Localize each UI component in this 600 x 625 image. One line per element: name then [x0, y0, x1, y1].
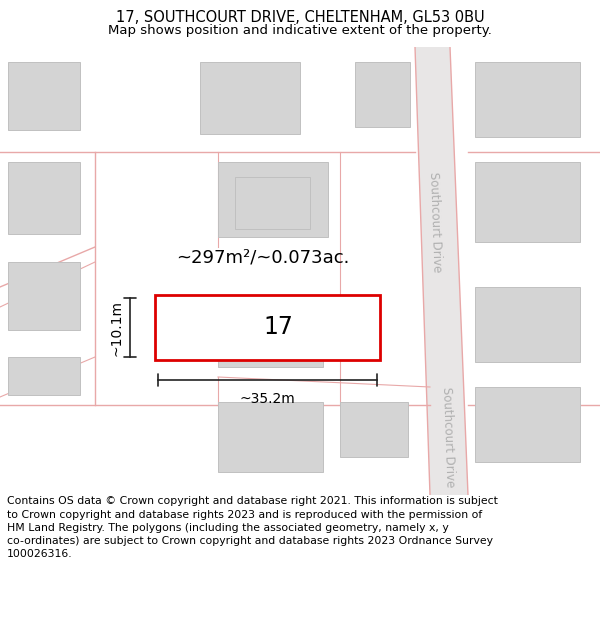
Bar	[355, 62, 410, 127]
Bar	[235, 177, 310, 229]
Text: ~35.2m: ~35.2m	[239, 392, 295, 406]
Bar	[200, 62, 300, 134]
Polygon shape	[415, 47, 468, 495]
Bar	[475, 62, 580, 137]
Text: ~10.1m: ~10.1m	[109, 299, 123, 356]
Text: Southcourt Drive: Southcourt Drive	[427, 171, 443, 272]
Bar	[8, 62, 80, 130]
Text: 17: 17	[264, 316, 293, 339]
Bar	[8, 162, 80, 234]
Bar	[340, 402, 408, 457]
Bar	[155, 295, 380, 360]
Text: Map shows position and indicative extent of the property.: Map shows position and indicative extent…	[108, 24, 492, 37]
Text: 17, SOUTHCOURT DRIVE, CHELTENHAM, GL53 0BU: 17, SOUTHCOURT DRIVE, CHELTENHAM, GL53 0…	[116, 11, 484, 26]
Text: Southcourt Drive: Southcourt Drive	[440, 386, 456, 488]
Bar	[475, 387, 580, 462]
Text: Contains OS data © Crown copyright and database right 2021. This information is : Contains OS data © Crown copyright and d…	[7, 496, 498, 559]
Text: ~297m²/~0.073ac.: ~297m²/~0.073ac.	[176, 248, 350, 266]
Bar	[8, 357, 80, 395]
Bar	[218, 302, 323, 367]
Bar	[475, 162, 580, 242]
Bar	[218, 402, 323, 472]
Bar	[475, 287, 580, 362]
Bar	[8, 262, 80, 330]
Bar	[218, 162, 328, 237]
